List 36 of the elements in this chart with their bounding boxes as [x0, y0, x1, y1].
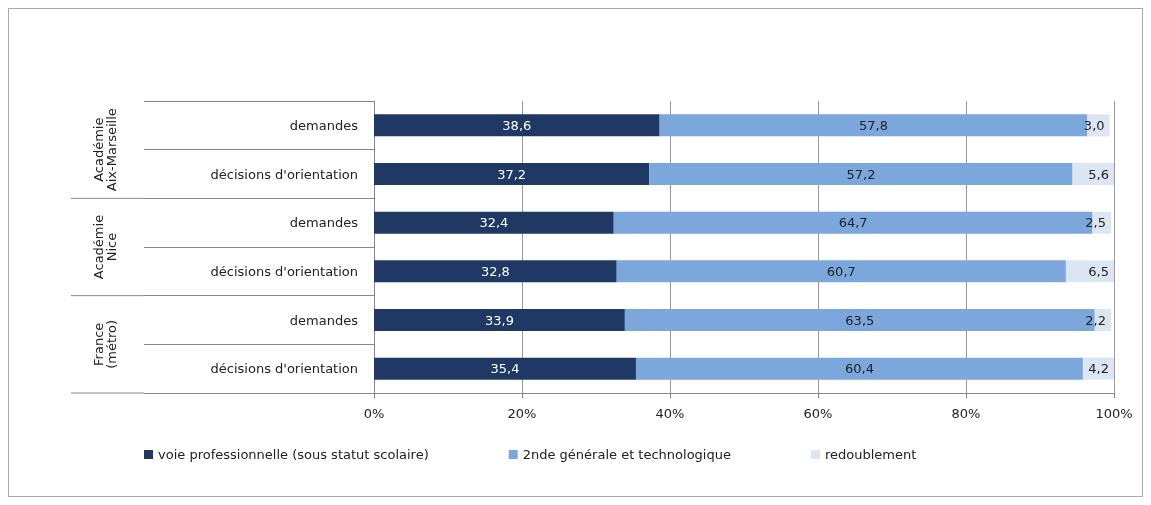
- text: France (métro): [91, 319, 119, 369]
- legend-label: redoublement: [824, 447, 917, 462]
- data-label: 60,4: [844, 361, 874, 377]
- data-label: 6,5: [1088, 263, 1109, 279]
- x-tick-label: 80%: [951, 406, 981, 421]
- x-tick-label: 100%: [1095, 406, 1133, 421]
- x-tick-label: 20%: [507, 406, 537, 421]
- data-label: 64,7: [838, 215, 868, 231]
- data-label: 63,5: [845, 312, 875, 328]
- data-label: 35,4: [490, 361, 520, 377]
- y-tick-label: décisions d'orientation: [210, 166, 358, 182]
- data-label: 3,0: [1083, 117, 1105, 133]
- data-label: 57,8: [859, 117, 888, 133]
- legend-label: voie professionnelle (sous statut scolaire): [158, 447, 429, 462]
- legend-label: 2nde générale et technologique: [522, 447, 731, 462]
- data-label: 2,2: [1085, 312, 1107, 328]
- y-tick-label: décisions d'orientation: [210, 361, 358, 377]
- data-label: 32,4: [479, 215, 509, 231]
- y-tick-label: demandes: [289, 117, 359, 133]
- y-tick-label: demandes: [289, 215, 359, 231]
- data-label: 33,9: [484, 312, 514, 328]
- data-label: 57,2: [846, 166, 876, 182]
- data-label: 38,6: [502, 117, 532, 133]
- y-tick-label: demandes: [289, 312, 359, 328]
- text: Académie Aix-Marseille: [91, 108, 119, 192]
- data-label: 2,5: [1085, 215, 1107, 231]
- data-label: 5,6: [1088, 166, 1109, 182]
- text: Académie Nice: [91, 214, 119, 280]
- x-tick-label: 60%: [803, 406, 833, 421]
- y-tick-label: décisions d'orientation: [210, 263, 358, 279]
- data-label: 37,2: [497, 166, 527, 182]
- data-label: 4,2: [1088, 361, 1109, 377]
- x-tick-label: 0%: [363, 406, 385, 421]
- x-tick-label: 40%: [655, 406, 685, 421]
- data-label: 60,7: [826, 263, 856, 279]
- data-label: 32,8: [480, 263, 510, 279]
